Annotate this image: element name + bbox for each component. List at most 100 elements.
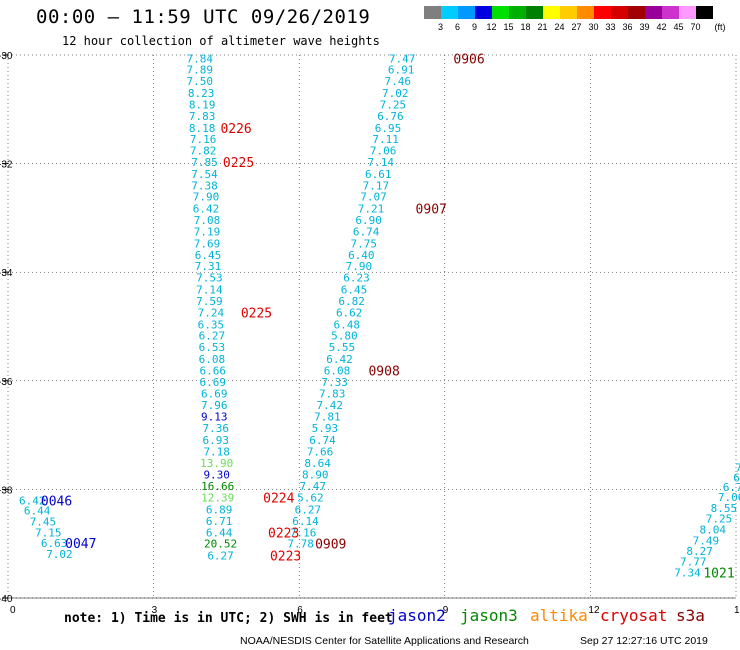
time-annotation: 0224 <box>263 492 294 507</box>
data-point: 7.08 <box>194 214 221 227</box>
data-point: 7.78 <box>287 538 314 551</box>
scale-swatch <box>628 6 645 19</box>
data-point: 6.42 <box>326 353 353 366</box>
data-point: 6.27 <box>199 330 226 343</box>
scale-swatch <box>458 6 475 19</box>
data-point: 7.14 <box>367 156 394 169</box>
data-point: 8.27 <box>686 545 713 558</box>
data-point: 7.06 <box>718 491 740 504</box>
data-point: 8.19 <box>189 98 216 111</box>
data-point: 16.66 <box>201 480 234 493</box>
data-point: 6.95 <box>375 122 402 135</box>
scale-label: 27 <box>571 22 582 32</box>
data-point: 6.45 <box>195 249 222 262</box>
data-point: 7.19 <box>194 225 221 238</box>
data-point: 7.14 <box>196 284 223 297</box>
x-tick-label: 3 <box>152 605 158 616</box>
data-point: 6.42 <box>19 494 46 507</box>
x-tick-label: 15 <box>734 605 740 616</box>
data-point: 8.64 <box>304 457 331 470</box>
scale-label: 18 <box>520 22 531 32</box>
scale-swatch <box>492 6 509 19</box>
data-point: 5.55 <box>329 341 356 354</box>
data-point: 7.83 <box>319 387 346 400</box>
scale-label: 24 <box>554 22 565 32</box>
data-point: 6. <box>733 471 740 484</box>
data-point: 7.69 <box>194 237 221 250</box>
data-point: 7.02 <box>46 548 73 561</box>
scale-label: 3 <box>437 22 443 32</box>
data-point: 7.36 <box>202 422 229 435</box>
data-point: 6.45 <box>341 284 368 297</box>
scale-swatch <box>611 6 628 19</box>
data-point: 6.61 <box>365 168 392 181</box>
chart-subtitle: 12 hour collection of altimeter wave hei… <box>62 34 380 48</box>
data-point: 7.47 <box>389 52 416 65</box>
data-point: 7.49 <box>693 534 720 547</box>
data-point: 6.82 <box>338 295 365 308</box>
legend-cryosat: cryosat <box>600 606 668 625</box>
scale-label: 9 <box>471 22 477 32</box>
data-point: 7.38 <box>191 179 218 192</box>
data-point: 6.91 <box>388 64 415 77</box>
scale-swatch <box>509 6 526 19</box>
time-annotation: 0223 <box>268 526 299 541</box>
data-point: 6.08 <box>324 364 351 377</box>
data-point: 7.50 <box>186 75 213 88</box>
scale-label: 15 <box>503 22 514 32</box>
scale-label: 21 <box>537 22 548 32</box>
x-tick-label: 0 <box>10 605 16 616</box>
data-point: 7.16 <box>190 133 217 146</box>
scale-swatch <box>526 6 543 19</box>
scale-label: 36 <box>622 22 633 32</box>
scale-label: 39 <box>639 22 650 32</box>
scale-swatch <box>577 6 594 19</box>
data-point: 6.53 <box>199 341 226 354</box>
scale-swatch <box>543 6 560 19</box>
data-point: 7.89 <box>186 64 213 77</box>
credit-text: NOAA/NESDIS Center for Satellite Applica… <box>240 635 529 647</box>
scale-swatch <box>424 6 441 19</box>
data-point: 8.23 <box>188 87 215 100</box>
scale-swatch <box>645 6 662 19</box>
time-annotation: 1021 <box>703 566 734 581</box>
scale-swatch <box>441 6 458 19</box>
y-tick-label: -40 <box>0 594 13 605</box>
data-point: 6.71 <box>206 515 233 528</box>
legend-jason3: jason3 <box>460 606 518 625</box>
data-point: 7.90 <box>346 260 373 273</box>
data-point: 6.48 <box>334 318 361 331</box>
data-point: 6.74 <box>353 225 380 238</box>
data-point: 7.96 <box>201 399 228 412</box>
x-tick-label: 6 <box>297 605 303 616</box>
data-point: 7.06 <box>370 145 397 158</box>
footer-note: note: 1) Time is in UTC; 2) SWH is in fe… <box>64 611 393 626</box>
time-annotation: 0046 <box>41 494 72 509</box>
scale-label: 70 <box>690 22 701 32</box>
data-point: 6.62 <box>336 306 363 319</box>
data-point: 6.63 <box>41 537 68 550</box>
data-point: 7.33 <box>321 376 348 389</box>
data-point: 5.62 <box>297 492 324 505</box>
time-annotation: 0907 <box>416 203 447 218</box>
y-tick-label: -38 <box>0 485 13 496</box>
data-point: 6.27 <box>207 550 234 563</box>
scale-label: 42 <box>656 22 667 32</box>
data-point: 6.90 <box>355 214 382 227</box>
legend-altika: altika <box>530 606 588 625</box>
data-point: 5.80 <box>331 330 358 343</box>
data-point: 8.55 <box>711 502 738 515</box>
data-point: 7.90 <box>193 191 220 204</box>
time-annotation: 0908 <box>368 364 399 379</box>
data-point: 7.59 <box>196 295 223 308</box>
data-point: 7.47 <box>300 480 327 493</box>
data-point: 7.07 <box>360 191 387 204</box>
data-point: 7.02 <box>382 87 409 100</box>
time-annotation: 0223 <box>270 550 301 565</box>
data-point: 7.25 <box>380 98 407 111</box>
data-point: 8.90 <box>302 469 329 482</box>
data-point: 7. <box>735 462 740 475</box>
data-point: 12.39 <box>201 492 234 505</box>
scale-label: 6 <box>454 22 460 32</box>
data-point: 9.13 <box>201 411 228 424</box>
